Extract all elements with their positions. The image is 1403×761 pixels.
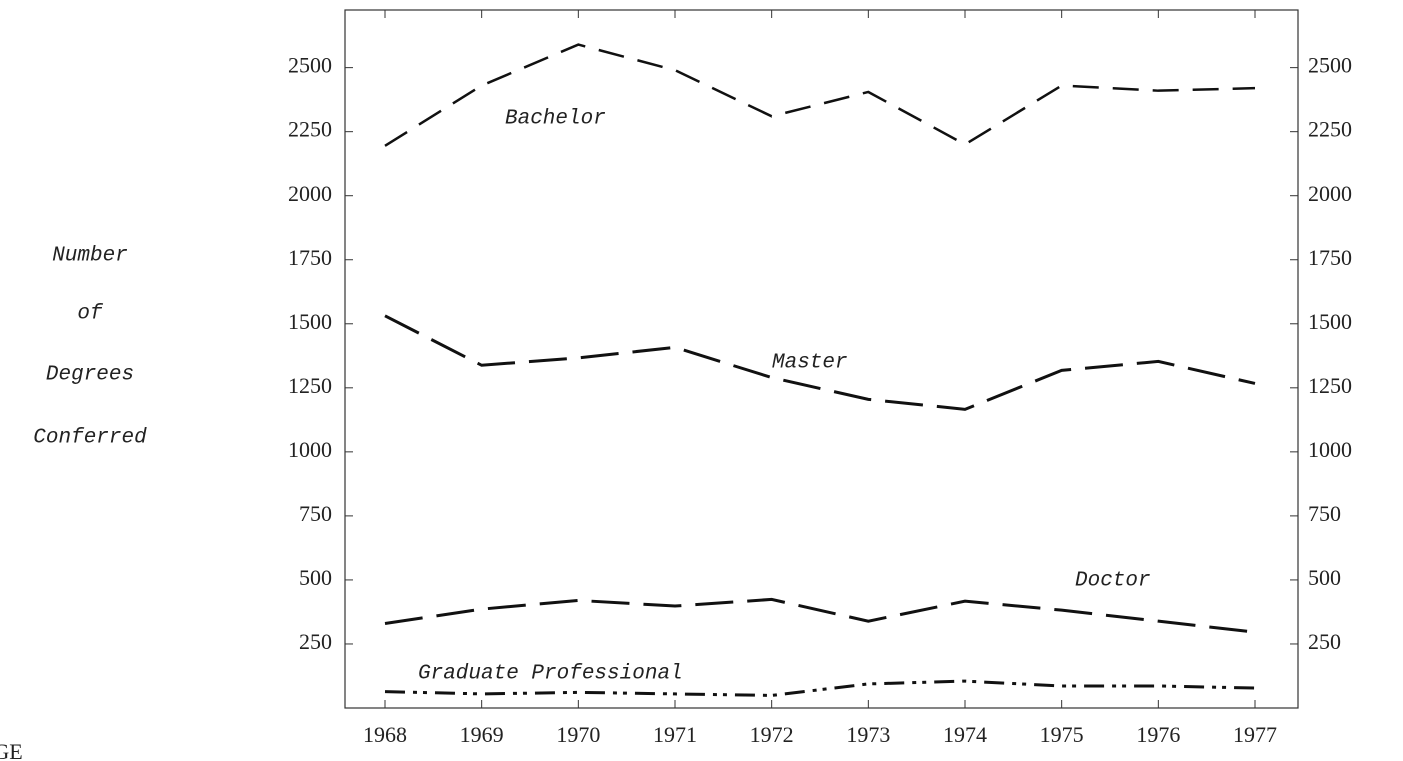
- y2-tick-label: 250: [1308, 629, 1341, 654]
- y-tick-label: 500: [299, 565, 332, 590]
- series-label: Doctor: [1075, 570, 1151, 593]
- x-tick-label: 1969: [460, 722, 504, 747]
- y-axis-label: Conferred: [33, 427, 147, 450]
- y-tick-label: 250: [299, 629, 332, 654]
- y2-tick-label: 1500: [1308, 309, 1352, 334]
- series-line: [384, 314, 1256, 411]
- x-tick-label: 1977: [1233, 722, 1277, 747]
- series-line: [384, 597, 1256, 634]
- y2-tick-label: 2250: [1308, 117, 1352, 142]
- y2-tick-label: 2500: [1308, 53, 1352, 78]
- series-label: Graduate Professional: [418, 663, 683, 686]
- series-line: [384, 43, 1256, 147]
- y-tick-label: 1250: [288, 373, 332, 398]
- y2-tick-label: 500: [1308, 565, 1341, 590]
- y2-tick-label: 1000: [1308, 437, 1352, 462]
- y-tick-label: 1000: [288, 437, 332, 462]
- corner-text: IGE: [0, 739, 23, 761]
- x-tick-label: 1976: [1136, 722, 1180, 747]
- y-tick-label: 2000: [288, 181, 332, 206]
- y-tick-label: 750: [299, 501, 332, 526]
- x-tick-label: 1975: [1040, 722, 1084, 747]
- y-tick-label: 2500: [288, 53, 332, 78]
- y-axis-label: of: [77, 303, 104, 326]
- x-tick-label: 1973: [846, 722, 890, 747]
- x-tick-label: 1971: [653, 722, 697, 747]
- x-tick-label: 1972: [750, 722, 794, 747]
- plot-frame: [344, 9, 1299, 709]
- y-tick-label: 2250: [288, 117, 332, 142]
- y2-tick-label: 750: [1308, 501, 1341, 526]
- y2-tick-label: 1250: [1308, 373, 1352, 398]
- x-tick-label: 1970: [556, 722, 600, 747]
- y-axis-label: Degrees: [46, 364, 134, 387]
- y-axis-label: Number: [52, 245, 128, 268]
- y2-tick-label: 1750: [1308, 245, 1352, 270]
- series-label: Bachelor: [505, 108, 606, 131]
- x-tick-label: 1968: [363, 722, 407, 747]
- series-label: Master: [772, 352, 848, 375]
- y2-tick-label: 2000: [1308, 181, 1352, 206]
- y-tick-label: 1750: [288, 245, 332, 270]
- x-tick-label: 1974: [943, 722, 987, 747]
- y-tick-label: 1500: [288, 309, 332, 334]
